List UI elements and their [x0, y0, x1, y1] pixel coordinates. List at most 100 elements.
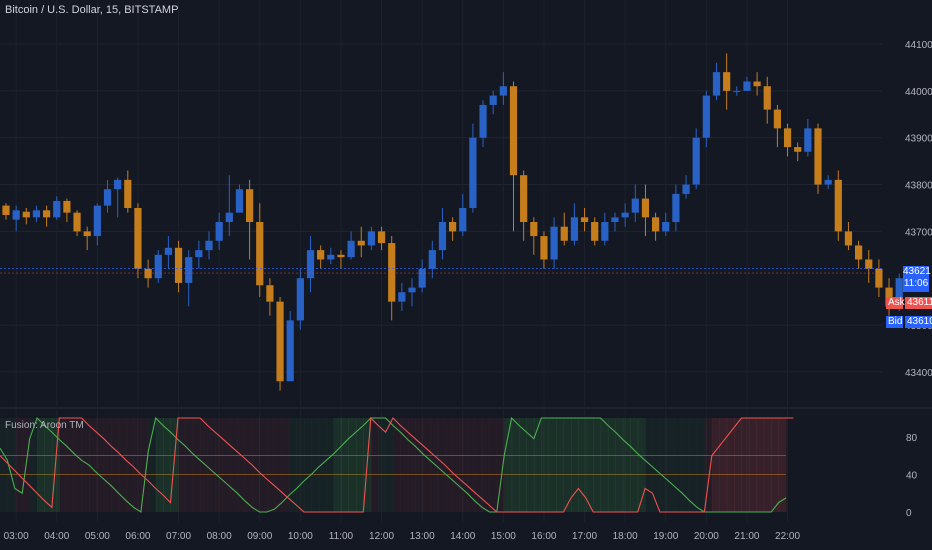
- candle-body[interactable]: [398, 292, 406, 302]
- candle-body[interactable]: [276, 301, 284, 382]
- candle-body[interactable]: [377, 231, 386, 244]
- aroon-band: [533, 418, 542, 512]
- candle-body[interactable]: [692, 137, 700, 185]
- candle-body[interactable]: [844, 231, 853, 246]
- candle-body[interactable]: [540, 236, 548, 260]
- candle-body[interactable]: [753, 81, 761, 87]
- candle-body[interactable]: [580, 217, 589, 223]
- candle-body[interactable]: [174, 247, 183, 283]
- candlestick-series[interactable]: [2, 53, 903, 391]
- candle-body[interactable]: [185, 257, 193, 283]
- candle-body[interactable]: [357, 240, 365, 246]
- candle-body[interactable]: [205, 240, 213, 251]
- candle-body[interactable]: [459, 207, 467, 232]
- aroon-down-line[interactable]: [0, 416, 794, 513]
- candle-body[interactable]: [611, 217, 619, 223]
- candle-body[interactable]: [306, 250, 315, 279]
- candle-body[interactable]: [266, 285, 274, 302]
- candle-body[interactable]: [631, 198, 639, 213]
- candle-body[interactable]: [895, 278, 903, 307]
- candle-body[interactable]: [824, 179, 832, 185]
- candle-body[interactable]: [195, 250, 203, 258]
- candle-body[interactable]: [743, 81, 751, 91]
- candle-body[interactable]: [449, 222, 457, 232]
- candle-body[interactable]: [235, 189, 244, 213]
- candle-body[interactable]: [53, 200, 61, 218]
- candle-body[interactable]: [783, 128, 792, 148]
- candle-body[interactable]: [479, 104, 487, 138]
- candle-body[interactable]: [509, 86, 518, 176]
- candle-body[interactable]: [124, 179, 132, 208]
- candle-body[interactable]: [93, 205, 101, 237]
- candle-body[interactable]: [712, 72, 721, 96]
- candle-body[interactable]: [408, 287, 416, 293]
- candle-body[interactable]: [763, 86, 771, 110]
- aroon-indicator[interactable]: [0, 416, 794, 513]
- candle-body[interactable]: [144, 268, 152, 279]
- candle-body[interactable]: [114, 179, 122, 190]
- aroon-band: [229, 418, 238, 512]
- candle-body[interactable]: [347, 240, 355, 258]
- candle-body[interactable]: [103, 189, 112, 206]
- candle-body[interactable]: [469, 137, 477, 208]
- candle-body[interactable]: [489, 95, 497, 105]
- aroon-band: [600, 418, 609, 512]
- candle-body[interactable]: [63, 200, 71, 213]
- candle-body[interactable]: [530, 222, 538, 237]
- candle-body[interactable]: [73, 212, 81, 232]
- candle-body[interactable]: [723, 72, 731, 91]
- candle-body[interactable]: [682, 184, 690, 194]
- candle-body[interactable]: [550, 226, 558, 260]
- aroon-band: [237, 418, 246, 512]
- candle-body[interactable]: [388, 243, 396, 302]
- candle-body[interactable]: [32, 210, 41, 218]
- candle-body[interactable]: [702, 95, 710, 138]
- candle-body[interactable]: [875, 268, 883, 288]
- aroon-up-line[interactable]: [0, 416, 787, 513]
- candle-body[interactable]: [225, 212, 233, 223]
- aroon-band: [637, 418, 646, 512]
- candle-body[interactable]: [164, 247, 172, 255]
- candle-body[interactable]: [438, 222, 447, 251]
- candle-body[interactable]: [499, 86, 507, 96]
- aroon-band: [674, 418, 683, 512]
- candle-body[interactable]: [520, 175, 528, 223]
- candle-body[interactable]: [256, 222, 264, 286]
- candle-body[interactable]: [12, 210, 20, 220]
- candle-body[interactable]: [570, 217, 578, 241]
- candle-body[interactable]: [2, 205, 10, 215]
- candle-body[interactable]: [662, 222, 670, 232]
- candle-body[interactable]: [337, 254, 345, 258]
- candle-body[interactable]: [672, 193, 680, 223]
- candle-body[interactable]: [591, 222, 599, 241]
- candle-body[interactable]: [773, 109, 781, 129]
- candle-body[interactable]: [215, 222, 223, 241]
- ask-price: 43611: [905, 297, 932, 309]
- candle-body[interactable]: [296, 278, 304, 321]
- candle-body[interactable]: [134, 207, 142, 269]
- candle-body[interactable]: [641, 198, 650, 218]
- candle-body[interactable]: [286, 320, 294, 382]
- candle-body[interactable]: [22, 211, 30, 218]
- candle-body[interactable]: [367, 231, 375, 246]
- candle-body[interactable]: [246, 189, 254, 223]
- candle-body[interactable]: [43, 210, 51, 218]
- candle-body[interactable]: [560, 226, 568, 241]
- candle-body[interactable]: [428, 250, 436, 269]
- candle-body[interactable]: [327, 254, 335, 260]
- candle-body[interactable]: [154, 254, 162, 279]
- candle-body[interactable]: [621, 212, 629, 218]
- candle-body[interactable]: [733, 90, 741, 92]
- candle-body[interactable]: [865, 259, 873, 269]
- candle-body[interactable]: [317, 250, 325, 260]
- candle-body[interactable]: [885, 287, 893, 307]
- candle-body[interactable]: [418, 268, 426, 288]
- candle-body[interactable]: [855, 245, 863, 260]
- candle-body[interactable]: [834, 179, 842, 232]
- candle-body[interactable]: [652, 217, 660, 232]
- candle-body[interactable]: [794, 147, 802, 152]
- candle-body[interactable]: [804, 128, 812, 152]
- candle-body[interactable]: [814, 128, 822, 185]
- candle-body[interactable]: [601, 222, 609, 241]
- candle-body[interactable]: [83, 231, 91, 237]
